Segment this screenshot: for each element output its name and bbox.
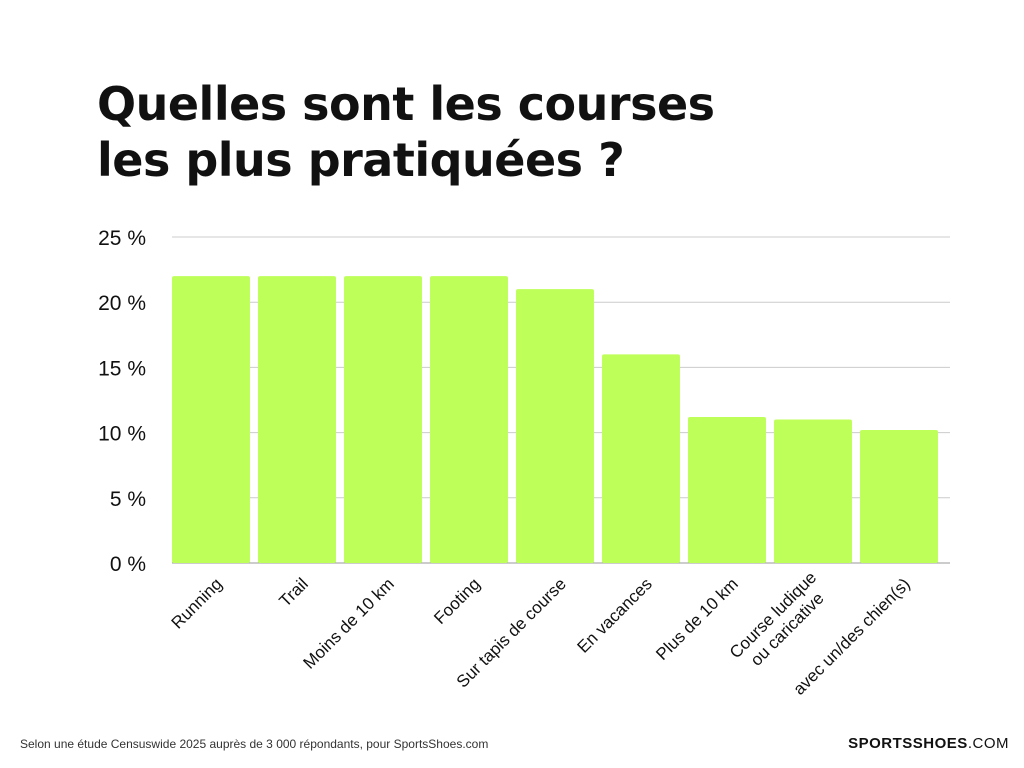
bar: [688, 416, 766, 563]
y-tick-label: 0 %: [110, 553, 146, 576]
y-tick-label: 5 %: [110, 488, 146, 511]
brand-logo: SPORTSSHOES.COM: [848, 735, 1009, 752]
chart-title-line-1: Quelles sont les courses: [97, 77, 715, 131]
y-tick-label: 25 %: [98, 227, 146, 250]
bar: [258, 276, 336, 563]
x-tick-label-line: En vacances: [574, 574, 656, 656]
x-tick-label: Trail: [275, 574, 311, 610]
source-note: Selon une étude Censuswide 2025 auprès d…: [20, 737, 489, 751]
bar: [430, 276, 508, 563]
bar: [172, 276, 250, 563]
brand-logo-light: .COM: [967, 735, 1009, 752]
y-tick-label: 20 %: [98, 292, 146, 315]
x-tick-label-line: Trail: [275, 574, 311, 610]
x-tick-label: En vacances: [574, 574, 656, 656]
bar: [516, 289, 594, 563]
y-tick-label: 10 %: [98, 423, 146, 446]
x-tick-label-line: Moins de 10 km: [300, 574, 398, 672]
x-tick-label: Moins de 10 km: [300, 574, 398, 672]
x-tick-label-line: Footing: [430, 574, 484, 628]
x-tick-label-line: Running: [168, 574, 226, 632]
bar: [774, 419, 852, 563]
x-tick-label: Running: [168, 574, 226, 632]
bar: [602, 354, 680, 563]
bar-chart: 0 % 5 % 10 % 15 % 20 % 25 % Running TrailMoins …: [98, 227, 950, 699]
brand-logo-bold: SPORTSSHOES: [848, 735, 968, 752]
bar: [344, 276, 422, 563]
bar: [860, 429, 938, 563]
chart-title-line-2: les plus pratiquées ?: [97, 133, 625, 187]
chart-title: Quelles sont les courses les plus pratiq…: [97, 76, 715, 188]
x-tick-label: Footing: [430, 574, 484, 628]
y-tick-label: 15 %: [98, 357, 146, 380]
